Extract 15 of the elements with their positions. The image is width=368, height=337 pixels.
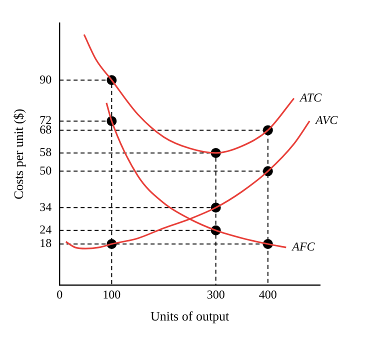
y-axis-title: Costs per unit ($) xyxy=(11,108,26,200)
y-tick-label: 24 xyxy=(40,222,52,237)
x-axis-title: Units of output xyxy=(150,308,230,324)
x-tick-label: 100 xyxy=(102,287,121,302)
y-tick-label: 34 xyxy=(40,200,52,214)
series-label: ATC xyxy=(298,90,323,104)
y-tick-label: 50 xyxy=(40,163,52,178)
x-tick-label: 400 xyxy=(258,287,277,302)
y-tick-label: 58 xyxy=(40,145,52,160)
x-tick-label: 300 xyxy=(206,287,225,302)
series-label: AVC xyxy=(314,113,339,128)
y-tick-label: 18 xyxy=(40,236,52,250)
x-tick-label: 0 xyxy=(56,287,63,302)
series-label: AFC xyxy=(291,240,316,254)
y-tick-label: 90 xyxy=(40,72,52,86)
